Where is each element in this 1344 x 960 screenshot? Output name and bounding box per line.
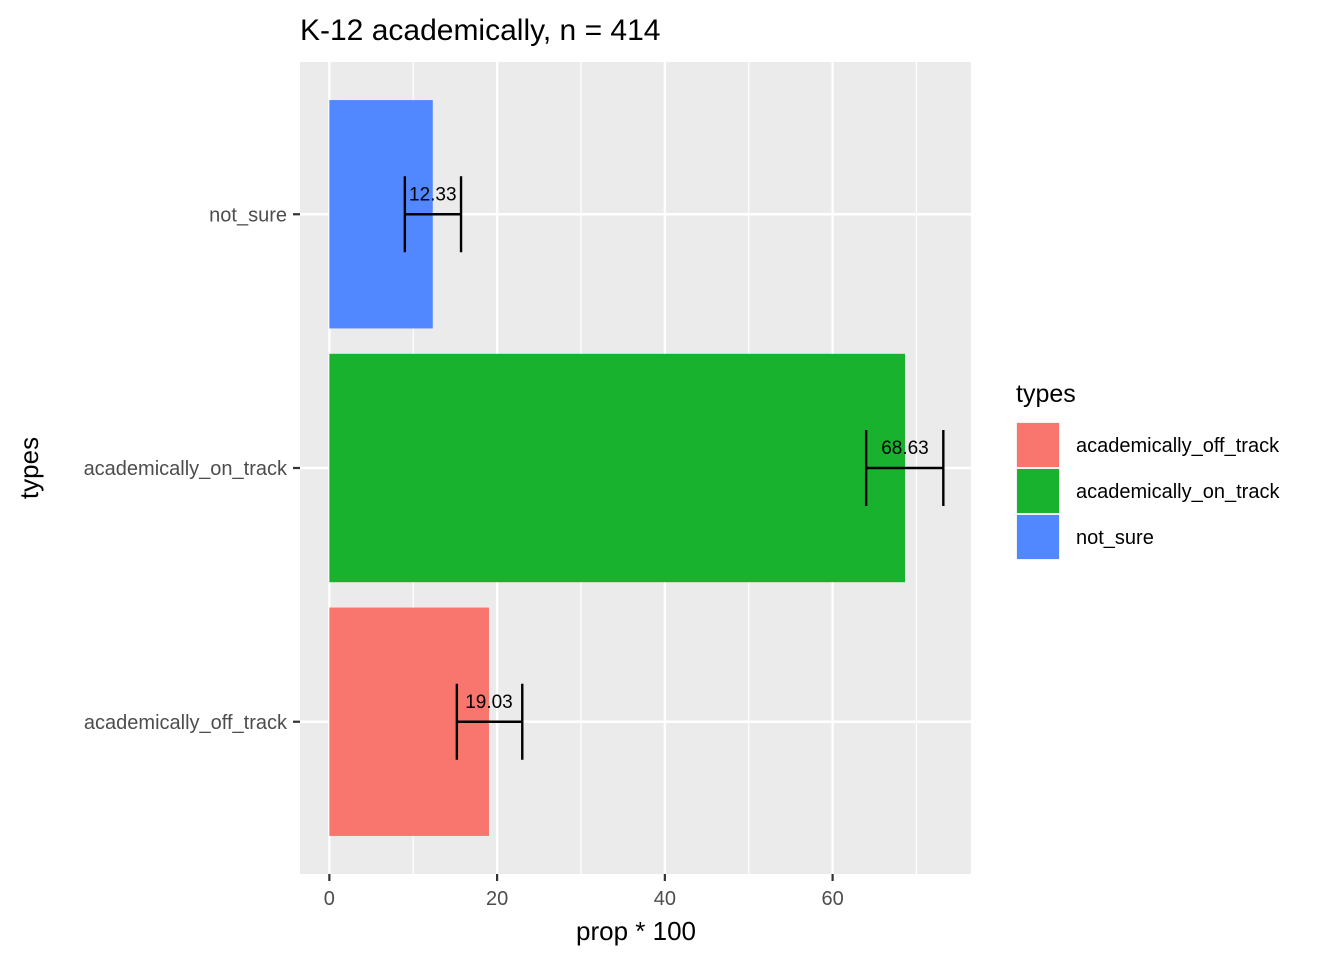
x-tick-label: 60 — [821, 888, 843, 910]
x-axis-title: prop * 100 — [576, 916, 696, 946]
data-label: 12.33 — [409, 184, 457, 205]
data-labels: 19.03 68.63 12.33 — [409, 184, 929, 713]
y-axis-title: types — [14, 437, 44, 499]
legend-swatch-not_sure — [1017, 515, 1059, 559]
error-bars — [403, 176, 945, 760]
legend-swatch-academically_off_track — [1017, 423, 1059, 467]
x-tick-label: 0 — [324, 888, 335, 910]
chart-title: K-12 academically, n = 414 — [300, 14, 660, 47]
y-tick-label: academically_on_track — [84, 458, 288, 480]
legend-title: types — [1016, 380, 1076, 408]
error-bar-academically_on_track — [864, 430, 945, 506]
x-tick-label: 20 — [486, 888, 508, 910]
y-tick-label: not_sure — [209, 204, 287, 226]
data-label: 19.03 — [465, 692, 513, 713]
legend-label: not_sure — [1076, 527, 1154, 549]
y-tick-label: academically_off_track — [84, 712, 288, 734]
x-tick-label: 40 — [654, 888, 676, 910]
error-bar-academically_off_track — [455, 683, 524, 760]
data-label: 68.63 — [881, 438, 929, 459]
legend-label: academically_off_track — [1076, 435, 1280, 457]
legend: types academically_off_track academically… — [1016, 380, 1280, 560]
error-bar-not_sure — [403, 176, 463, 253]
legend-label: academically_on_track — [1076, 481, 1280, 503]
x-axis: 0 20 40 60 — [324, 874, 844, 910]
bar-academically_on_track — [329, 353, 905, 583]
y-axis: academically_off_track academically_on_tr… — [84, 204, 300, 734]
legend-swatch-academically_on_track — [1017, 469, 1059, 513]
